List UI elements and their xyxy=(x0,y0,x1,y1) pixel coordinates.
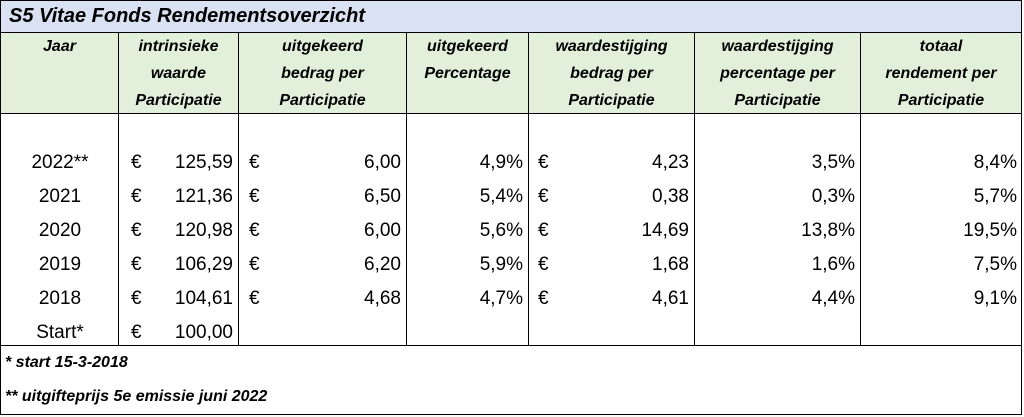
header-value-increase-percentage: waardestijging percentage per Participat… xyxy=(695,33,861,113)
currency-symbol: € xyxy=(249,288,260,309)
header-year: Jaar xyxy=(1,33,119,113)
cell-payout-amount: 6,00 xyxy=(364,152,401,173)
currency-symbol: € xyxy=(249,186,260,207)
currency-symbol: € xyxy=(538,288,549,309)
cell-payout-amount: 6,00 xyxy=(364,220,401,241)
column-divider xyxy=(860,114,861,345)
footnote-start: * start 15-3-2018 xyxy=(5,354,128,371)
cell-intrinsic-value: 125,59 xyxy=(174,152,233,173)
table-row: 2022** €125,59 €6,00 4,9% €4,23 3,5% 8,4% xyxy=(1,146,1021,180)
currency-symbol: € xyxy=(538,220,549,241)
cell-total-return: 7,5% xyxy=(973,254,1017,275)
cell-total-return: 19,5% xyxy=(963,220,1017,241)
cell-value-increase-amount: 4,61 xyxy=(652,288,689,309)
cell-year: 2022** xyxy=(31,152,89,173)
cell-value-increase-amount: 0,38 xyxy=(652,186,689,207)
cell-payout-amount: 4,68 xyxy=(364,288,401,309)
column-divider xyxy=(528,114,529,345)
currency-symbol: € xyxy=(131,288,142,309)
table-row: 2021 €121,36 €6,50 5,4% €0,38 0,3% 5,7% xyxy=(1,180,1021,214)
header-total-return: totaal rendement per Participatie xyxy=(885,38,997,109)
cell-payout-amount: 6,50 xyxy=(364,186,401,207)
cell-payout-amount: 6,20 xyxy=(364,254,401,275)
header-intrinsic-value: intrinsieke waarde Participatie xyxy=(119,33,239,113)
cell-payout-percentage: 4,7% xyxy=(479,288,523,309)
currency-symbol: € xyxy=(249,152,260,173)
cell-value-increase-percentage: 4,4% xyxy=(811,288,855,309)
table-row: 2019 €106,29 €6,20 5,9% €1,68 1,6% 7,5% xyxy=(1,248,1021,282)
cell-value-increase-amount: 4,23 xyxy=(652,152,689,173)
cell-intrinsic-value: 120,98 xyxy=(174,220,233,241)
table-row: 2018 €104,61 €4,68 4,7% €4,61 4,4% 9,1% xyxy=(1,282,1021,316)
currency-symbol: € xyxy=(131,186,142,207)
cell-year: 2020 xyxy=(38,220,82,241)
cell-payout-percentage: 5,6% xyxy=(479,220,523,241)
cell-intrinsic-value: 100,00 xyxy=(174,322,233,343)
currency-symbol: € xyxy=(538,152,549,173)
cell-total-return: 8,4% xyxy=(973,152,1017,173)
cell-total-return: 9,1% xyxy=(973,288,1017,309)
cell-payout-percentage: 5,4% xyxy=(479,186,523,207)
cell-year: 2019 xyxy=(38,254,82,275)
footnotes: * start 15-3-2018 ** uitgifteprijs 5e em… xyxy=(1,345,1021,416)
column-divider xyxy=(118,114,119,345)
currency-symbol: € xyxy=(249,254,260,275)
header-payout-amount: uitgekeerd bedrag per Participatie xyxy=(239,33,407,113)
header-payout-percentage: uitgekeerd Percentage xyxy=(407,33,529,113)
cell-year: 2018 xyxy=(38,288,82,309)
header-value-increase-amount: waardestijging bedrag per Participatie xyxy=(529,33,695,113)
cell-intrinsic-value: 121,36 xyxy=(174,186,233,207)
cell-value-increase-percentage: 1,6% xyxy=(811,254,855,275)
currency-symbol: € xyxy=(131,220,142,241)
footnote-issue-price: ** uitgifteprijs 5e emissie juni 2022 xyxy=(5,388,268,405)
cell-intrinsic-value: 104,61 xyxy=(174,288,233,309)
column-divider xyxy=(694,114,695,345)
currency-symbol: € xyxy=(131,152,142,173)
cell-payout-percentage: 5,9% xyxy=(479,254,523,275)
currency-symbol: € xyxy=(131,322,142,343)
cell-value-increase-percentage: 13,8% xyxy=(801,220,855,241)
table-title: S5 Vitae Fonds Rendementsoverzicht xyxy=(9,5,366,27)
cell-total-return: 5,7% xyxy=(973,186,1017,207)
currency-symbol: € xyxy=(538,254,549,275)
cell-payout-percentage: 4,9% xyxy=(479,152,523,173)
column-divider xyxy=(238,114,239,345)
header-row: Jaar intrinsieke waarde Participatie uit… xyxy=(1,33,1021,114)
cell-value-increase-percentage: 3,5% xyxy=(811,152,855,173)
table-row: Start* €100,00 xyxy=(1,316,1021,350)
currency-symbol: € xyxy=(131,254,142,275)
cell-value-increase-amount: 14,69 xyxy=(641,220,689,241)
cell-year: 2021 xyxy=(38,186,82,207)
cell-intrinsic-value: 106,29 xyxy=(174,254,233,275)
currency-symbol: € xyxy=(538,186,549,207)
table-row: 2020 €120,98 €6,00 5,6% €14,69 13,8% 19,5% xyxy=(1,214,1021,248)
title-bar: S5 Vitae Fonds Rendementsoverzicht xyxy=(1,1,1021,33)
table-body: 2022** €125,59 €6,00 4,9% €4,23 3,5% 8,4% 2021 €… xyxy=(1,114,1021,345)
cell-value-increase-amount: 1,68 xyxy=(652,254,689,275)
column-divider xyxy=(406,114,407,345)
cell-value-increase-percentage: 0,3% xyxy=(811,186,855,207)
currency-symbol: € xyxy=(249,220,260,241)
cell-year: Start* xyxy=(36,322,84,343)
